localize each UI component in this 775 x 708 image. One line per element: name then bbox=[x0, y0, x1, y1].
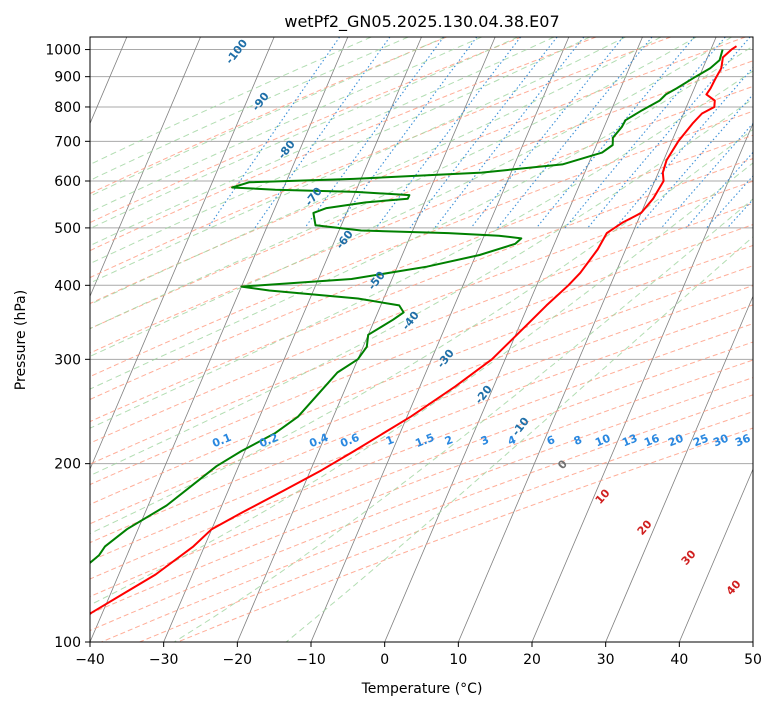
moist-adiabat-line bbox=[90, 70, 753, 429]
y-tick-label: 800 bbox=[54, 100, 81, 116]
temperature-profile bbox=[90, 45, 738, 616]
dry-adiabat-line bbox=[90, 37, 447, 195]
dry-adiabat-line bbox=[90, 85, 753, 354]
moist-adiabat-line bbox=[90, 37, 446, 197]
x-tick-label: 40 bbox=[670, 652, 688, 668]
dry-adiabat-line bbox=[90, 37, 522, 224]
x-tick-label: 0 bbox=[380, 652, 389, 668]
plot-frame bbox=[89, 36, 754, 643]
moist-adiabat-line bbox=[90, 37, 697, 330]
moist-adiabat-line bbox=[90, 37, 372, 166]
dry-adiabat-line bbox=[90, 359, 753, 615]
y-tick-label: 900 bbox=[54, 70, 81, 86]
dry-adiabat-line bbox=[90, 37, 746, 305]
x-tick-label: 10 bbox=[449, 652, 467, 668]
mixing-ratio-line bbox=[254, 37, 391, 229]
moist-adiabat-line bbox=[90, 37, 626, 284]
isotherm-line bbox=[605, 295, 753, 642]
y-tick-label: 700 bbox=[54, 134, 81, 150]
dry-adiabat-line bbox=[90, 180, 753, 444]
moist-adiabat-line bbox=[90, 37, 519, 230]
mixing-ratio-label: 16 bbox=[642, 432, 661, 450]
mixing-ratio-line bbox=[375, 37, 522, 229]
dry-adiabat-line bbox=[90, 304, 753, 562]
mixing-ratio-line bbox=[207, 37, 341, 229]
plot-background bbox=[90, 37, 753, 642]
mixing-ratio-line bbox=[335, 37, 478, 229]
mixing-ratio-label: 1 bbox=[384, 433, 396, 448]
y-tick-label: 300 bbox=[54, 352, 81, 368]
dry-adiabat-line bbox=[90, 158, 753, 423]
moist-adiabat-line bbox=[90, 37, 732, 357]
y-tick-label: 100 bbox=[54, 635, 81, 651]
mixing-ratio-label: 20 bbox=[666, 432, 685, 450]
x-tick-label: −20 bbox=[223, 652, 253, 668]
mixing-ratio-line bbox=[497, 37, 653, 229]
y-tick-label: 1000 bbox=[45, 43, 81, 59]
mixing-ratio-label: 36 bbox=[733, 432, 752, 450]
dry-adiabat-line bbox=[90, 284, 753, 544]
dry-adiabat-line bbox=[90, 37, 671, 279]
dry-adiabat-line bbox=[101, 394, 753, 642]
profiles bbox=[90, 45, 738, 616]
mixing-ratio-label: 10 bbox=[593, 432, 612, 450]
moist-adiabat-line bbox=[90, 128, 753, 535]
mixing-ratio-line bbox=[304, 37, 445, 229]
isotherm-line bbox=[678, 468, 753, 642]
isotherm-line bbox=[384, 37, 643, 642]
isotherm-line bbox=[457, 37, 717, 642]
x-tick-label: −10 bbox=[296, 652, 326, 668]
moist-adiabat-line bbox=[173, 198, 753, 642]
y-tick-label: 600 bbox=[54, 174, 81, 190]
dry-adiabat-line bbox=[90, 60, 753, 330]
y-axis-title: Pressure (hPa) bbox=[13, 290, 29, 390]
dry-adiabat-line bbox=[90, 377, 753, 632]
mixing-ratio-label: 2 bbox=[443, 433, 455, 448]
dewpoint-profile bbox=[90, 49, 724, 565]
moist-adiabat-line bbox=[90, 37, 662, 306]
mixing-ratio-line bbox=[636, 93, 753, 229]
isotherm-line bbox=[163, 37, 422, 642]
isotherm-line bbox=[90, 37, 275, 471]
x-tick-label: 30 bbox=[597, 652, 615, 668]
y-tick-label: 500 bbox=[54, 221, 81, 237]
mixing-ratio-label: 13 bbox=[620, 432, 639, 450]
isotherm-line bbox=[236, 37, 496, 642]
x-axis-title: Temperature (°C) bbox=[361, 681, 483, 697]
axes: −40 −30 −20 −10 0 10 20 30 40 50 100 200 300 400 500 60… bbox=[45, 43, 762, 668]
mixing-ratio-label: 25 bbox=[691, 432, 710, 450]
moist-adiabat-line bbox=[90, 37, 555, 247]
mixing-ratio-label: 3 bbox=[479, 433, 491, 448]
moist-adiabat-line bbox=[90, 162, 753, 606]
mixing-ratio-line bbox=[470, 37, 624, 229]
mixing-ratio-label: 30 bbox=[711, 432, 730, 450]
isotherm-line bbox=[90, 37, 349, 642]
dry-adiabat-line bbox=[90, 323, 753, 580]
isotherm-line bbox=[752, 640, 753, 642]
y-tick-label: 200 bbox=[54, 457, 81, 473]
x-tick-label: −40 bbox=[75, 652, 105, 668]
chart-title: wetPf2_GN05.2025.130.04.38.E07 bbox=[284, 12, 559, 32]
x-tick-label: 20 bbox=[523, 652, 541, 668]
y-tick-label: 400 bbox=[54, 278, 81, 294]
isotherm-line bbox=[90, 37, 201, 298]
moist-adiabat-line bbox=[90, 45, 753, 390]
x-tick-label: 50 bbox=[744, 652, 762, 668]
mixing-ratio-line bbox=[564, 37, 726, 229]
x-tick-label: −30 bbox=[149, 652, 179, 668]
moist-adiabat-line bbox=[90, 37, 409, 181]
dry-adiabat-line bbox=[90, 341, 753, 598]
moist-adiabat-line bbox=[90, 37, 482, 213]
dry-adiabat-line bbox=[90, 134, 753, 400]
background-lines bbox=[90, 37, 753, 642]
mixing-ratio-label: 8 bbox=[572, 433, 584, 448]
